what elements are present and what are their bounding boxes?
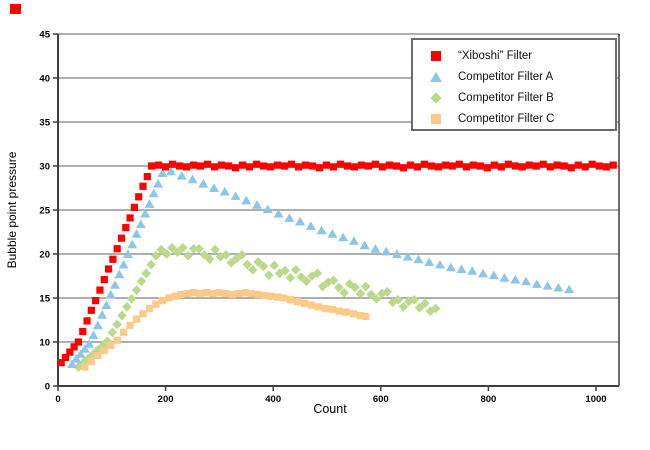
svg-text:10: 10	[39, 338, 50, 349]
svg-text:800: 800	[480, 394, 496, 405]
legend-label: “Xiboshi” Filter	[458, 49, 533, 62]
legend-marker-diamond-green	[429, 91, 442, 104]
svg-text:Count: Count	[313, 402, 347, 416]
svg-text:0: 0	[55, 394, 60, 405]
svg-text:Bubble point pressure: Bubble point pressure	[5, 151, 19, 268]
svg-text:200: 200	[158, 394, 174, 405]
top-left-red-mark	[10, 4, 21, 14]
svg-text:35: 35	[39, 118, 50, 129]
legend-item: “Xiboshi” Filter	[413, 45, 615, 66]
legend-label: Competitor Filter C	[458, 112, 555, 125]
legend-marker-square-orange	[430, 113, 441, 124]
legend: “Xiboshi” Filter Competitor Filter A Com…	[411, 38, 617, 131]
svg-text:30: 30	[39, 162, 50, 173]
svg-text:20: 20	[39, 250, 50, 261]
legend-marker-triangle-blue	[429, 71, 442, 82]
legend-item: Competitor Filter C	[413, 108, 615, 129]
svg-text:25: 25	[39, 206, 50, 217]
svg-text:15: 15	[39, 294, 50, 305]
svg-text:40: 40	[39, 74, 50, 85]
svg-text:1000: 1000	[585, 394, 606, 405]
legend-item: Competitor Filter A	[413, 66, 615, 87]
svg-text:600: 600	[373, 394, 389, 405]
svg-text:400: 400	[265, 394, 281, 405]
svg-text:45: 45	[39, 30, 50, 41]
legend-label: Competitor Filter A	[458, 70, 554, 83]
legend-item: Competitor Filter B	[413, 87, 615, 108]
svg-text:0: 0	[45, 382, 50, 393]
legend-label: Competitor Filter B	[458, 91, 554, 104]
legend-marker-square-red	[430, 50, 441, 61]
